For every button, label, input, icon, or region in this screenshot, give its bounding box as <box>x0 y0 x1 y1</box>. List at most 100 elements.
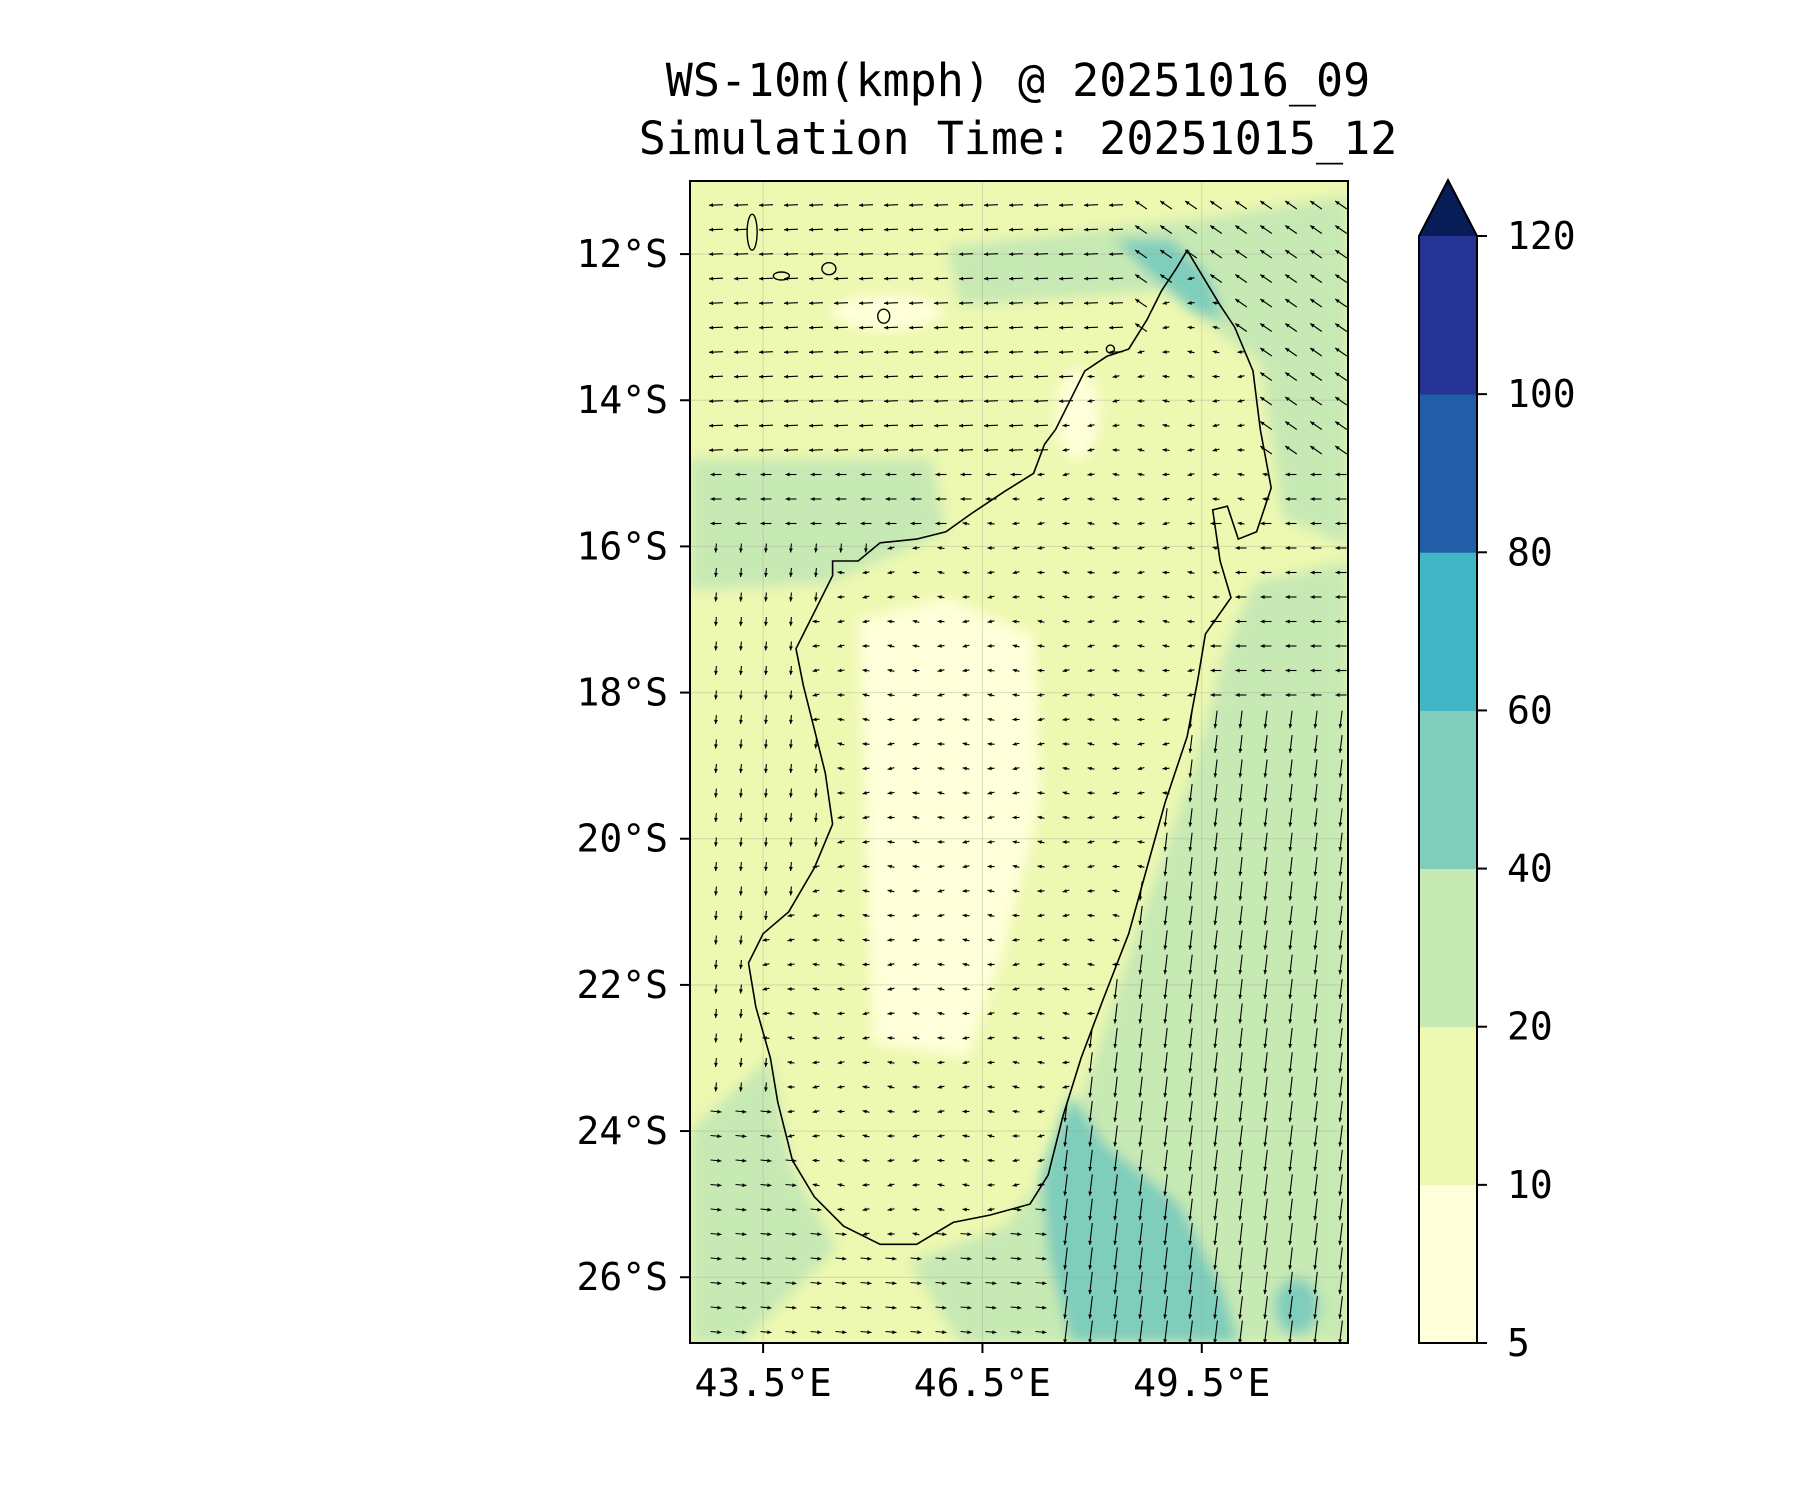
wind-vector <box>1163 1222 1168 1246</box>
wind-vector <box>837 913 845 918</box>
wind-vector <box>708 350 724 355</box>
wind-vector <box>1213 905 1218 926</box>
wind-vector <box>1263 1003 1268 1024</box>
wind-vector <box>1187 399 1195 403</box>
wind-vector <box>758 423 774 428</box>
wind-vector <box>1237 521 1245 526</box>
wind-vector <box>1008 399 1024 404</box>
wind-vector <box>1284 323 1298 332</box>
wind-vector <box>812 962 820 967</box>
wind-vector <box>714 1082 718 1092</box>
wind-vector <box>1187 374 1195 379</box>
wind-vector <box>1162 301 1170 305</box>
wind-vector <box>887 644 895 648</box>
wind-vector <box>1012 815 1020 820</box>
wind-vector <box>1037 472 1045 477</box>
wind-vector <box>1087 889 1095 893</box>
wind-vector <box>837 962 845 967</box>
wind-vector <box>887 619 895 624</box>
wind-vector <box>787 1011 795 1016</box>
madagascar-coastline <box>747 248 1273 1246</box>
wind-vector <box>1134 200 1148 210</box>
wind-vector <box>985 497 997 501</box>
wind-vector <box>1137 423 1145 428</box>
wind-vector <box>962 987 970 991</box>
wind-vector <box>1237 423 1245 428</box>
wind-vector <box>710 1281 722 1286</box>
wind-vector <box>885 521 897 526</box>
wind-vector <box>1088 1125 1093 1147</box>
wind-vector <box>1284 249 1298 259</box>
wind-vector <box>1263 930 1268 950</box>
wind-vector <box>1238 1149 1243 1172</box>
wind-vector <box>1112 644 1120 648</box>
wind-vector <box>987 521 995 526</box>
wind-vector <box>1313 905 1318 926</box>
wind-vector <box>1112 472 1120 477</box>
wind-vector <box>810 497 822 501</box>
wind-vector <box>1088 1247 1093 1270</box>
wind-vector <box>937 1060 945 1065</box>
wind-vector <box>735 472 747 477</box>
small-islands <box>746 213 1116 354</box>
wind-vector <box>1159 225 1173 234</box>
wind-vector <box>962 693 970 697</box>
wind-vector <box>1062 1085 1070 1089</box>
wind-vector <box>758 276 774 281</box>
wind-vector <box>1335 521 1347 526</box>
wind-vector <box>714 959 718 970</box>
wind-vector <box>962 791 970 795</box>
colorbar-segment <box>1419 552 1477 711</box>
wind-vector <box>812 987 820 991</box>
wind-vector <box>887 791 895 795</box>
wind-vector <box>1037 717 1045 722</box>
wind-vector <box>1012 1183 1020 1187</box>
wind-vector <box>1137 668 1145 673</box>
wind-vector <box>710 1183 722 1188</box>
wind-vector <box>1260 619 1272 624</box>
wind-vector <box>1285 521 1297 526</box>
wind-vector <box>1058 203 1074 208</box>
lat-tick-label: 14°S <box>576 378 668 422</box>
wind-vector <box>1313 808 1318 827</box>
wind-vector <box>1313 1125 1318 1147</box>
wind-vector <box>1188 1149 1193 1172</box>
wind-vector <box>789 690 793 700</box>
wind-vector <box>733 423 749 428</box>
wind-vector <box>814 567 818 578</box>
wind-vector <box>1037 570 1045 575</box>
wind-vector <box>785 1305 797 1310</box>
colorbar-tick-label: 80 <box>1507 530 1553 574</box>
wind-vector <box>1108 227 1124 232</box>
wind-vector <box>933 423 949 428</box>
wind-vector <box>837 570 845 575</box>
wind-vector <box>1163 1052 1168 1073</box>
wind-vector <box>1213 1247 1218 1270</box>
wind-vector <box>1260 693 1272 697</box>
wind-vector <box>810 521 822 526</box>
wind-vector <box>1309 372 1323 381</box>
wind-vector <box>1213 1052 1218 1073</box>
wind-vector <box>1113 1027 1118 1049</box>
wind-vector <box>1234 274 1248 283</box>
wind-vector <box>1033 325 1049 330</box>
wind-vector <box>1087 717 1095 722</box>
wind-vector <box>1188 1198 1193 1221</box>
wind-vector <box>1338 1003 1343 1024</box>
wind-vector <box>862 840 870 844</box>
wind-vector <box>1263 1296 1268 1319</box>
wind-vector <box>1335 668 1347 673</box>
wind-vector <box>883 227 899 232</box>
wind-vector <box>1087 570 1095 575</box>
wind-vector <box>1037 815 1045 820</box>
wind-vector <box>960 1305 972 1310</box>
wind-vector <box>1137 350 1145 354</box>
wind-vector <box>812 938 820 942</box>
wind-vector <box>1263 783 1268 803</box>
wind-vector <box>862 644 870 648</box>
wind-vector <box>962 1011 970 1016</box>
wind-vector <box>1188 881 1193 901</box>
wind-vector <box>837 1158 845 1163</box>
wind-vector <box>760 1305 772 1310</box>
wind-vector <box>783 448 799 453</box>
